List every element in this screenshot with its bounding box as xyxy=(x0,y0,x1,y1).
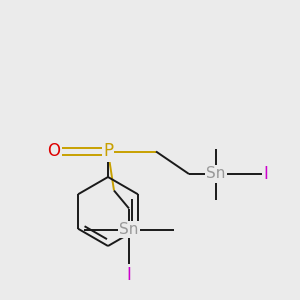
Text: I: I xyxy=(263,165,268,183)
Text: Sn: Sn xyxy=(119,222,139,237)
Text: I: I xyxy=(127,266,131,284)
Text: O: O xyxy=(47,142,61,160)
Text: P: P xyxy=(103,142,113,160)
Text: Sn: Sn xyxy=(206,167,226,182)
